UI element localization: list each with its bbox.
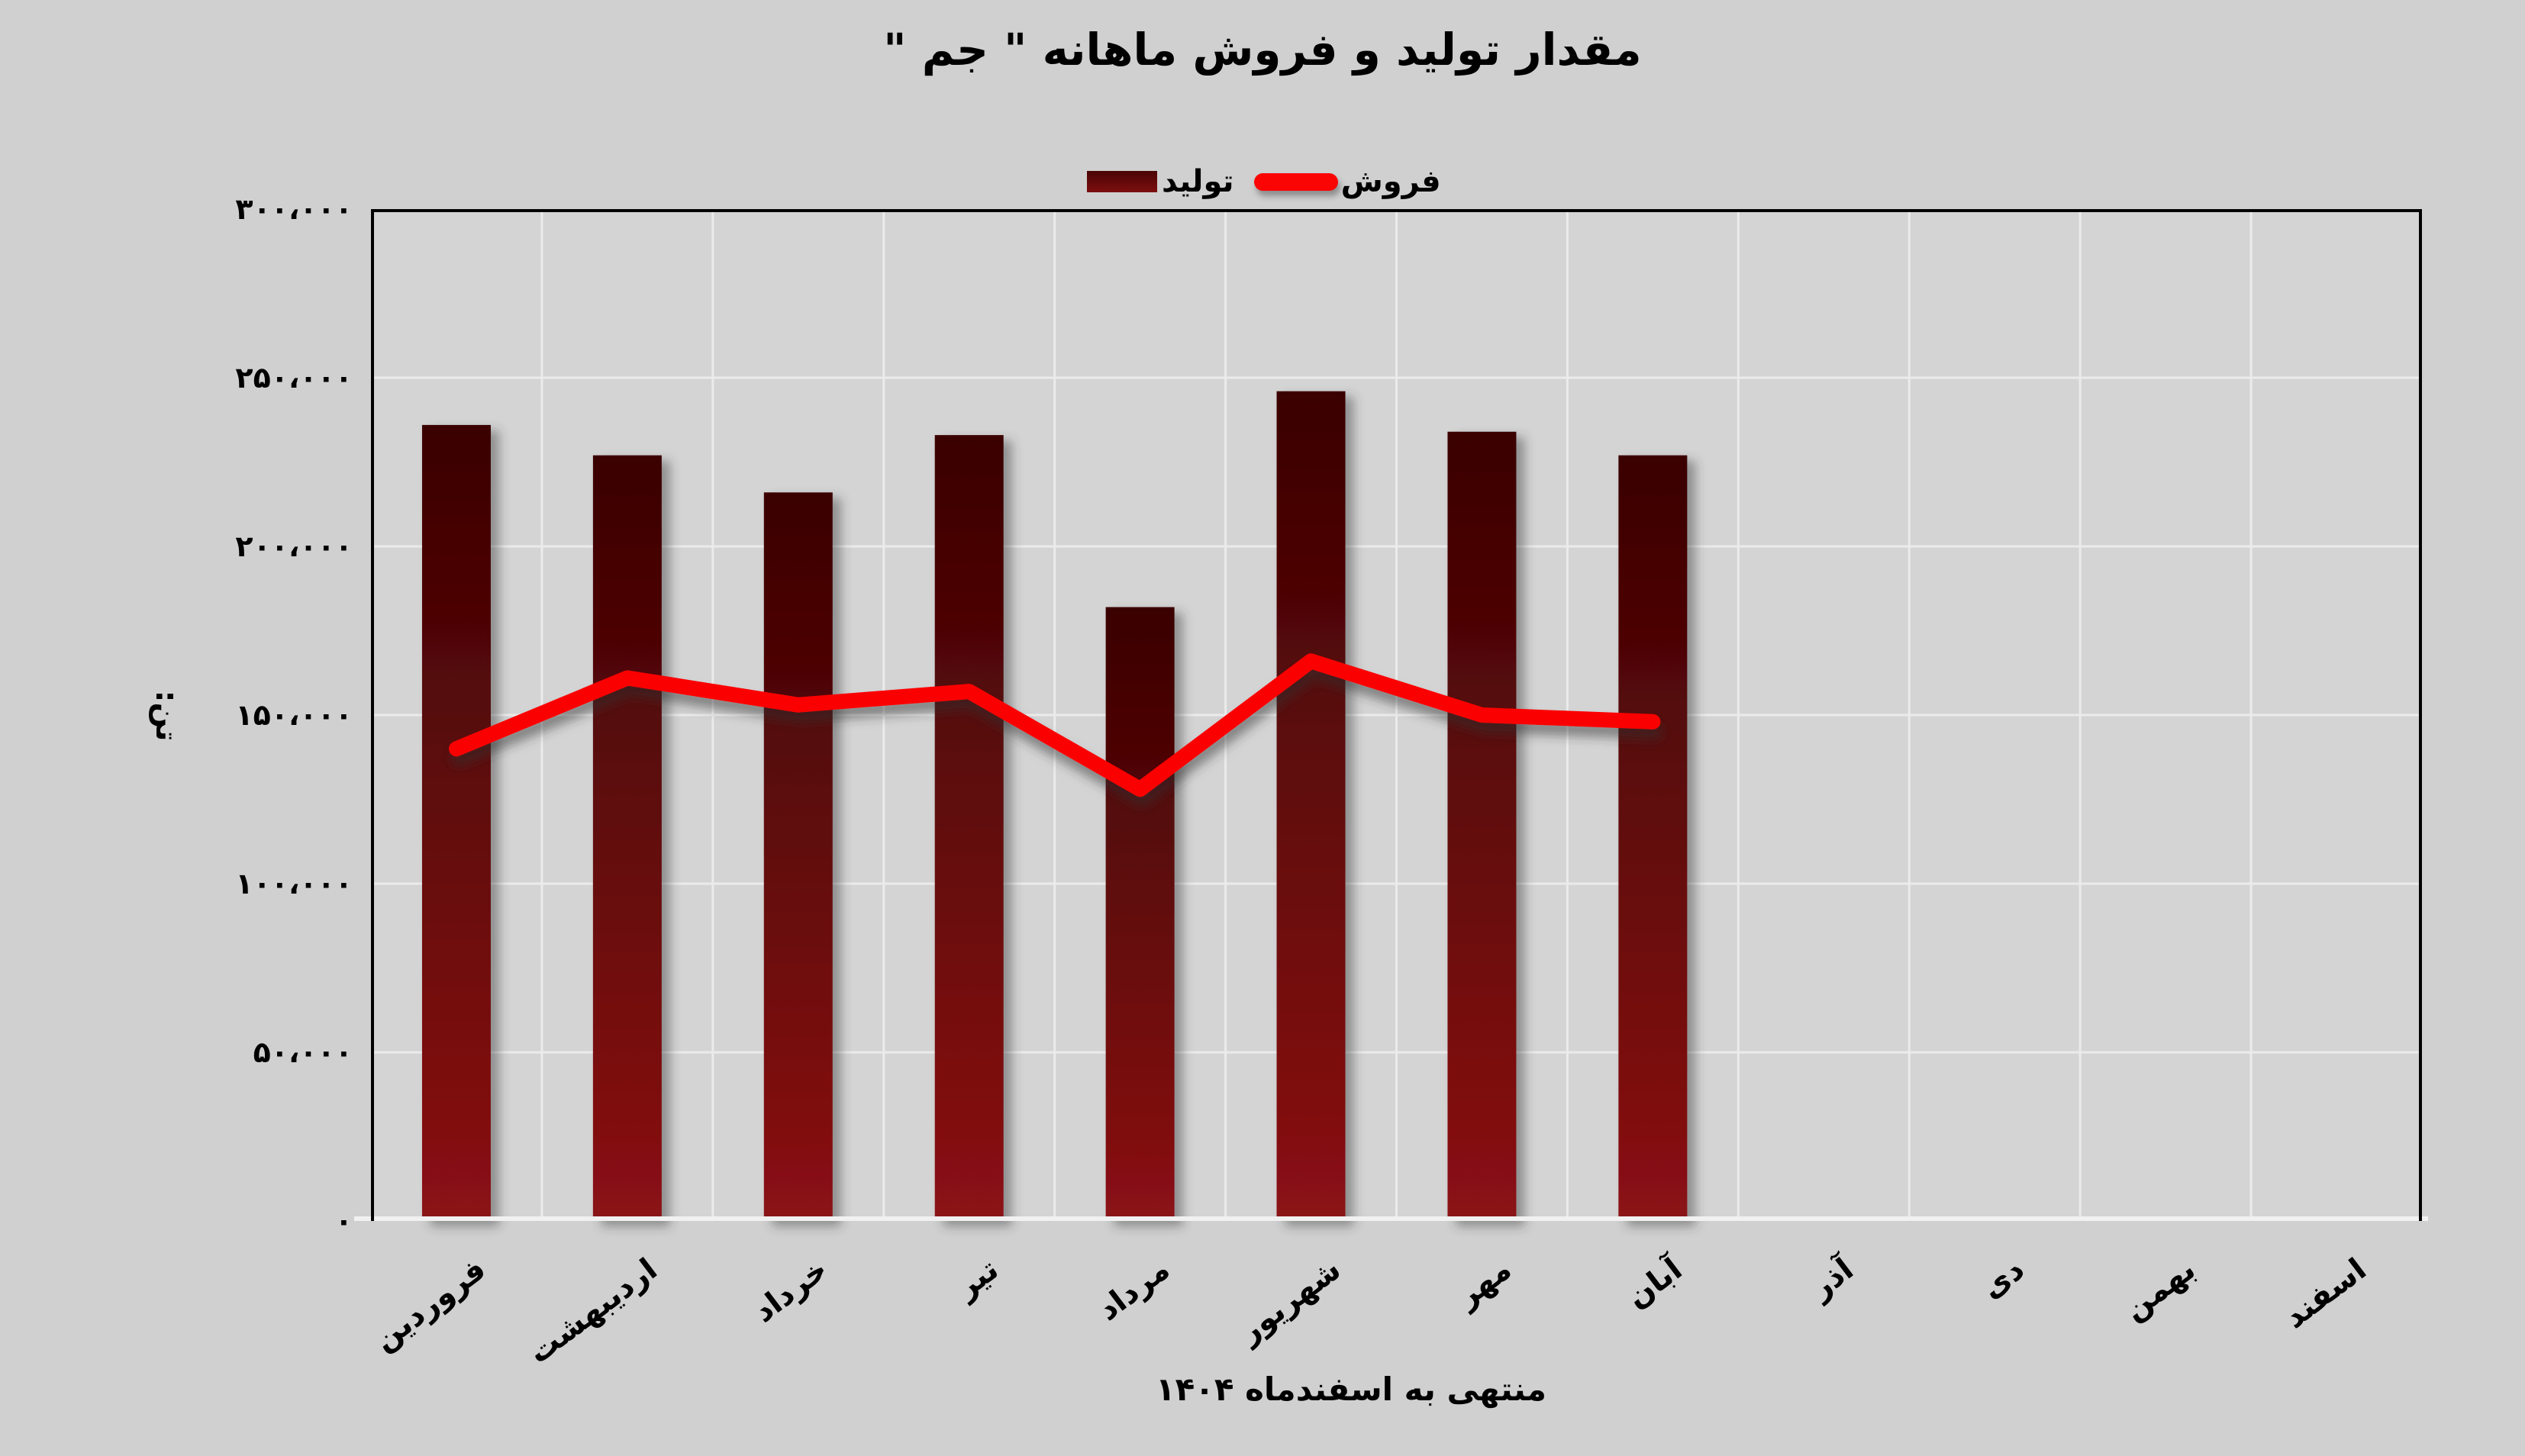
y-tick-label: ۰: [334, 1204, 353, 1238]
production-legend-label: تولید: [1162, 164, 1234, 199]
production-legend-swatch: [1087, 171, 1157, 192]
x-tick-label: بهمن: [2117, 1251, 2202, 1328]
y-tick-label: ۳۰۰،۰۰۰: [235, 192, 353, 226]
x-tick-label: مهر: [1450, 1251, 1518, 1315]
y-tick-label: ۵۰،۰۰۰: [253, 1036, 353, 1069]
y-tick-label: ۲۰۰،۰۰۰: [235, 530, 353, 563]
x-tick-label: آذر: [1804, 1251, 1860, 1306]
x-tick-label: خرداد: [747, 1251, 835, 1330]
x-axis-caption: منتهی به اسفندماه ۱۴۰۴: [1155, 1371, 1547, 1408]
production-bar: [1276, 391, 1346, 1222]
production-bar: [1105, 607, 1175, 1221]
sales-legend-label: فروش: [1340, 164, 1441, 199]
y-tick-label: ۲۵۰،۰۰۰: [235, 361, 353, 395]
x-tick-label: اردیبهشت: [521, 1251, 664, 1371]
y-tick-label: ۱۰۰،۰۰۰: [235, 867, 353, 900]
x-tick-label: دی: [1975, 1251, 2031, 1306]
production-bar: [934, 435, 1004, 1221]
x-tick-label: مرداد: [1092, 1251, 1177, 1328]
production-bar: [763, 492, 833, 1221]
chart-svg: [354, 209, 2428, 1222]
legend: تولید فروش: [1087, 162, 1441, 201]
sales-legend-swatch: [1253, 172, 1338, 191]
x-tick-label: اسفند: [2277, 1251, 2373, 1336]
plot-border: [371, 209, 2422, 1221]
production-bar: [1447, 431, 1517, 1221]
production-bar: [592, 455, 662, 1221]
sales-line: [449, 653, 1661, 797]
production-bar: [421, 424, 491, 1221]
x-tick-label: شهریور: [1232, 1251, 1348, 1351]
x-tick-label: فروردین: [367, 1251, 493, 1358]
x-tick-label: تیر: [950, 1251, 1006, 1306]
production-bar: [1618, 455, 1688, 1221]
chart-title: مقدار تولید و فروش ماهانه " جم ": [883, 24, 1642, 76]
plot-area: [354, 209, 2428, 1222]
x-axis-baseline: [354, 1216, 2428, 1221]
y-tick-label: ۱۵۰،۰۰۰: [235, 698, 353, 732]
x-tick-label: آبان: [1620, 1251, 1689, 1316]
